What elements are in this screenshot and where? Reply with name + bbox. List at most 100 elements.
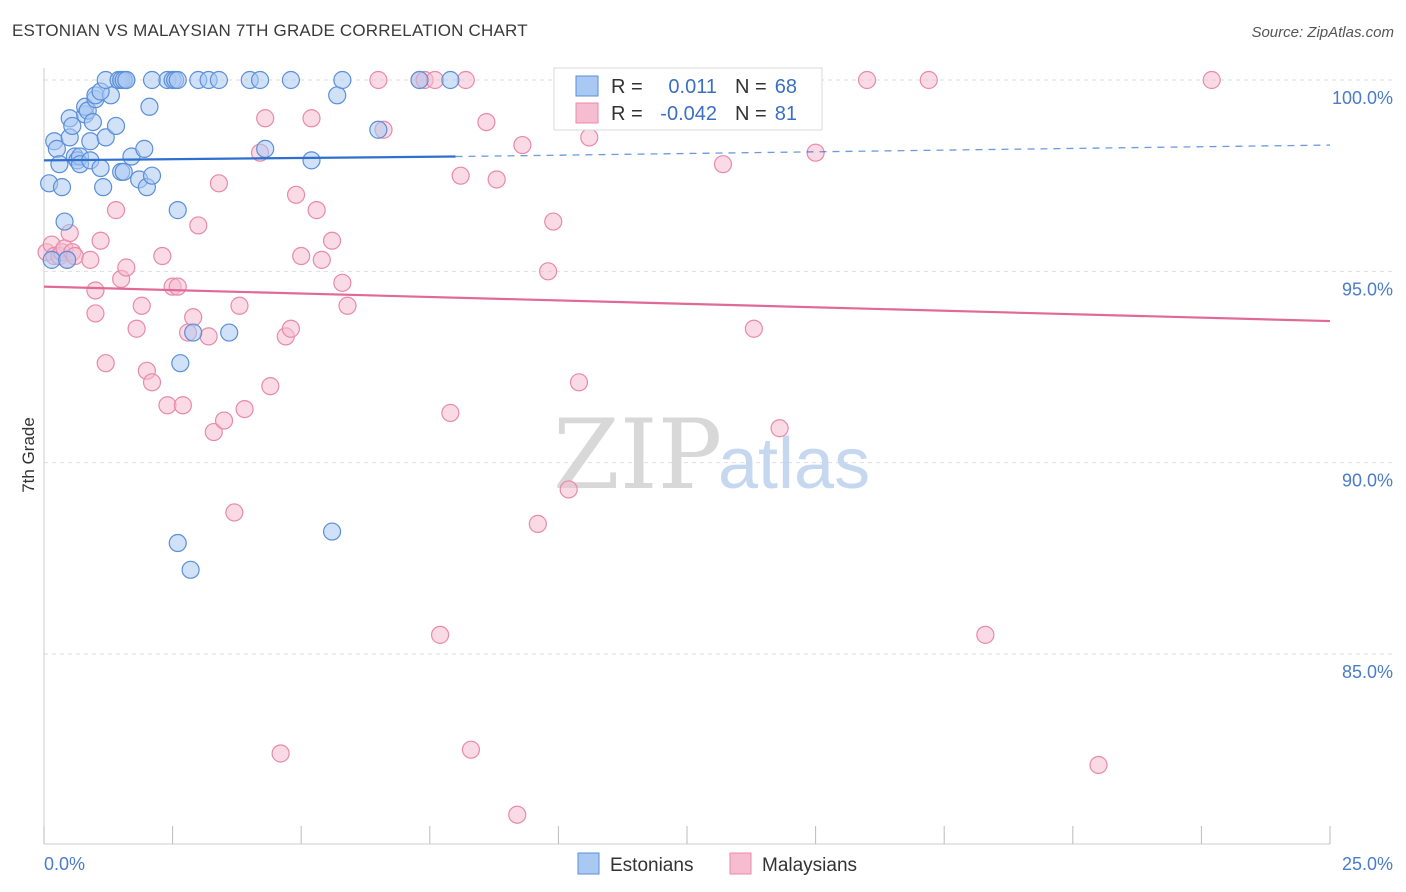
correlation-legend: R = 0.011 N = 68 R = -0.042 N = 81 bbox=[553, 67, 823, 131]
malaysians-point bbox=[744, 319, 763, 338]
malaysians-point bbox=[106, 201, 126, 220]
y-tick-label-90: 90.0% bbox=[1342, 471, 1393, 491]
estonians-point bbox=[168, 70, 187, 90]
estonians-point bbox=[168, 201, 187, 220]
estonians-trend-line bbox=[43, 155, 456, 162]
estonians-point bbox=[135, 139, 154, 158]
malaysians-point bbox=[322, 231, 342, 250]
estonians-point bbox=[256, 139, 275, 158]
malaysians-point bbox=[117, 258, 136, 277]
malaysians-point bbox=[96, 354, 115, 373]
estonians-point bbox=[114, 162, 133, 181]
estonians-point bbox=[250, 70, 270, 90]
malaysians-point bbox=[256, 109, 275, 128]
malaysians-point bbox=[312, 250, 331, 269]
malaysians-point bbox=[230, 296, 249, 315]
legend-n-value-blue: 68 bbox=[775, 76, 797, 98]
legend-r-label-pink: R = bbox=[611, 103, 643, 125]
legend-swatch-pink bbox=[575, 102, 599, 124]
estonians-point bbox=[302, 151, 321, 170]
malaysians-point bbox=[569, 373, 589, 392]
malaysians-point bbox=[487, 170, 506, 189]
malaysians-point bbox=[539, 262, 558, 281]
estonians-point bbox=[441, 70, 460, 90]
estonians-point bbox=[281, 70, 301, 90]
malaysians-point bbox=[127, 319, 146, 338]
estonians-point bbox=[50, 155, 69, 174]
estonians-trend-extension bbox=[455, 144, 1331, 158]
estonians-point bbox=[220, 323, 239, 342]
malaysians-point bbox=[369, 70, 388, 90]
malaysians-point bbox=[168, 277, 187, 296]
watermark: ZIP atlas bbox=[553, 399, 870, 511]
legend-estonians-swatch bbox=[577, 852, 600, 875]
malaysians-point bbox=[338, 296, 357, 315]
estonians-point bbox=[96, 128, 115, 147]
estonians-point bbox=[333, 70, 352, 90]
estonians-point bbox=[140, 97, 159, 116]
estonians-point bbox=[83, 112, 102, 132]
legend-malaysians-swatch bbox=[729, 852, 752, 875]
malaysians-point bbox=[425, 70, 445, 90]
malaysians-point bbox=[261, 377, 280, 396]
estonians-point bbox=[369, 120, 388, 139]
malaysians-point bbox=[235, 399, 254, 419]
malaysians-point bbox=[189, 216, 208, 235]
malaysians-point bbox=[209, 174, 228, 193]
estonians-point bbox=[322, 522, 342, 541]
legend-box bbox=[553, 67, 823, 131]
malaysians-point bbox=[430, 625, 450, 644]
malaysians-point bbox=[302, 109, 321, 128]
malaysians-point bbox=[132, 296, 151, 315]
legend-swatch-blue bbox=[575, 75, 599, 97]
malaysians-point bbox=[461, 740, 481, 759]
y-axis-label: 7th Grade bbox=[19, 417, 38, 493]
legend-malaysians-label: Malaysians bbox=[762, 855, 857, 876]
malaysians-point bbox=[976, 625, 995, 644]
malaysians-points bbox=[37, 70, 1221, 824]
malaysians-point bbox=[770, 419, 789, 438]
malaysians-point bbox=[214, 411, 234, 430]
malaysians-point bbox=[1202, 70, 1221, 90]
legend-n-label-pink: N = bbox=[735, 103, 767, 125]
malaysians-point bbox=[153, 246, 172, 266]
malaysians-point bbox=[91, 231, 110, 250]
estonians-point bbox=[58, 250, 77, 269]
x-tick-label-max: 25.0% bbox=[1342, 854, 1393, 874]
legend-r-value-pink: -0.042 bbox=[660, 103, 717, 125]
estonians-point bbox=[63, 116, 82, 136]
estonians-point bbox=[410, 70, 429, 90]
estonians-point bbox=[328, 86, 347, 105]
malaysians-point bbox=[173, 396, 192, 415]
malaysians-point bbox=[86, 304, 105, 323]
malaysians-point bbox=[81, 250, 100, 269]
estonians-point bbox=[91, 158, 110, 178]
watermark-atlas: atlas bbox=[718, 424, 870, 504]
malaysians-point bbox=[451, 166, 470, 185]
malaysians-point bbox=[580, 128, 599, 147]
axes bbox=[43, 68, 1331, 845]
estonians-point bbox=[181, 560, 200, 579]
estonians-point bbox=[42, 250, 61, 269]
estonians-point bbox=[106, 116, 126, 136]
estonians-point bbox=[168, 533, 187, 553]
malaysians-trend-line bbox=[43, 285, 1331, 323]
malaysians-point bbox=[713, 155, 733, 174]
estonians-point bbox=[184, 323, 203, 342]
y-tick-label-95: 95.0% bbox=[1342, 279, 1393, 299]
series-legend: Estonians Malaysians bbox=[577, 852, 857, 876]
source-label: Source: ZipAtlas.com bbox=[1251, 24, 1394, 41]
estonians-point bbox=[142, 70, 162, 90]
malaysians-point bbox=[513, 135, 532, 155]
malaysians-point bbox=[857, 70, 877, 90]
malaysians-point bbox=[307, 201, 326, 220]
estonians-point bbox=[209, 70, 228, 90]
legend-r-value-blue: 0.011 bbox=[668, 76, 717, 98]
malaysians-point bbox=[286, 185, 306, 204]
malaysians-point bbox=[919, 70, 938, 90]
legend-estonians-label: Estonians bbox=[610, 855, 693, 876]
estonians-points bbox=[40, 70, 460, 579]
x-tick-label-min: 0.0% bbox=[44, 854, 85, 874]
legend-n-value-pink: 81 bbox=[775, 103, 797, 125]
